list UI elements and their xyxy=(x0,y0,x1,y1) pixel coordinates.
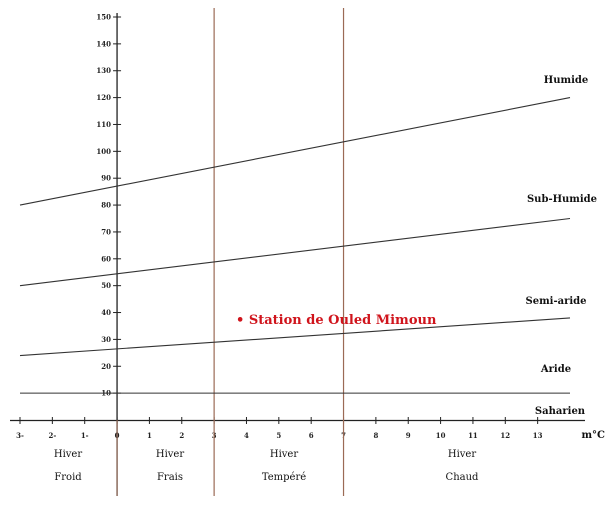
x-unit-label: m°C xyxy=(581,430,605,441)
winter-boundaries xyxy=(116,8,345,496)
x-tick-label: 1 xyxy=(147,431,152,440)
y-tick-label: 80 xyxy=(101,201,111,210)
season-4-line2: Chaud xyxy=(446,472,479,483)
zone-label-aride: Aride xyxy=(540,364,571,375)
x-tick-label: 4 xyxy=(244,431,249,440)
x-tick-label: 11 xyxy=(468,431,478,440)
zone-label-sub-humide: Sub-Humide xyxy=(527,194,597,205)
y-tick-label: 70 xyxy=(101,227,111,236)
x-axis: 3-2-1-012345678910111213 xyxy=(10,417,585,440)
zone-boundary-semi-aride-aride xyxy=(19,317,571,357)
y-tick-label: 60 xyxy=(101,254,111,263)
season-2-line2: Frais xyxy=(157,472,183,483)
x-tick-label: 3- xyxy=(16,431,24,440)
y-tick-label: 110 xyxy=(96,120,111,129)
y-tick-label: 120 xyxy=(96,93,111,102)
y-tick-label: 20 xyxy=(101,362,111,371)
y-tick-label: 40 xyxy=(101,308,111,317)
x-tick-label: 13 xyxy=(533,431,543,440)
x-tick-label: 1- xyxy=(81,431,89,440)
season-3-line2: Tempéré xyxy=(262,472,306,483)
x-tick-label: 10 xyxy=(436,431,446,440)
y-tick-label: 90 xyxy=(101,174,111,183)
y-tick-label: 50 xyxy=(101,281,111,290)
x-tick-label: 12 xyxy=(500,431,510,440)
zone-boundary-lines xyxy=(19,97,571,394)
y-tick-label: 140 xyxy=(96,39,111,48)
season-4-line1: Hiver xyxy=(448,449,476,460)
zone-label-saharien: Saharien xyxy=(535,406,586,417)
season-2-line1: Hiver xyxy=(156,449,184,460)
zone-label-semi-aride: Semi-aride xyxy=(525,296,586,307)
zone-boundary-sub-humide-semi-aride xyxy=(19,217,571,287)
x-tick-label: 8 xyxy=(373,431,378,440)
y-tick-label: 100 xyxy=(96,147,111,156)
zone-boundary-humide-sub-humide xyxy=(19,97,571,206)
x-tick-label: 5 xyxy=(276,431,281,440)
season-1-line1: Hiver xyxy=(54,449,82,460)
x-tick-label: 2 xyxy=(179,431,184,440)
season-1-line2: Froid xyxy=(54,472,82,483)
x-tick-label: 2- xyxy=(48,431,56,440)
season-3-line1: Hiver xyxy=(270,449,298,460)
x-tick-label: 6 xyxy=(309,431,314,440)
y-tick-label: 150 xyxy=(96,13,111,22)
zone-label-humide: Humide xyxy=(544,75,588,86)
x-tick-label: 9 xyxy=(406,431,411,440)
station-label: • Station de Ouled Mimoun xyxy=(236,313,437,328)
y-tick-label: 130 xyxy=(96,66,111,75)
y-tick-label: 30 xyxy=(101,335,111,344)
